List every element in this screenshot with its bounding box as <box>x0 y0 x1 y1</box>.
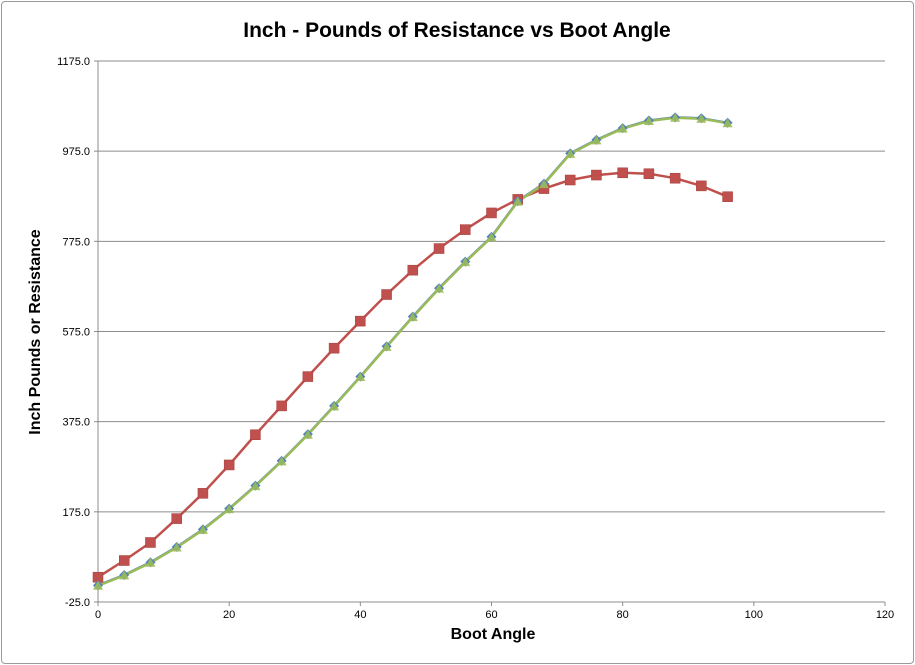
series-3-point <box>591 135 602 145</box>
series-3-line <box>97 116 728 587</box>
x-tick-label: 20 <box>223 609 235 621</box>
series-2-line <box>97 116 728 587</box>
series-3-point <box>250 481 261 491</box>
series-1-point <box>433 243 445 254</box>
series-3-point <box>145 557 156 567</box>
series-3-point <box>407 312 418 322</box>
series-1-point <box>328 342 340 354</box>
series-3-point <box>119 570 130 580</box>
series-1-point <box>171 513 182 524</box>
series-3-point <box>276 456 287 466</box>
axes <box>94 60 886 606</box>
series-3-point <box>565 148 576 158</box>
x-tick-label: 60 <box>485 609 497 621</box>
x-tick-label: 80 <box>617 609 629 621</box>
x-tick-label: 100 <box>745 609 763 621</box>
series-3-point <box>381 341 392 351</box>
series-1-point <box>355 315 366 327</box>
y-tick-label: 375.0 <box>62 417 90 429</box>
series-3-point <box>512 196 523 206</box>
series-1-point <box>617 167 628 179</box>
series-1-point <box>722 191 733 202</box>
gridlines <box>98 60 885 513</box>
series-1-point <box>460 224 471 235</box>
series-3-point <box>460 257 471 267</box>
y-tick-label: 175.0 <box>62 507 90 519</box>
series-3-point <box>197 524 208 534</box>
series-1-point <box>591 169 602 181</box>
x-tick-label: 40 <box>354 609 366 621</box>
series-3-point <box>722 118 733 128</box>
y-axis-title: Inch Pounds or Resistance <box>27 229 44 434</box>
series-3-point <box>93 580 103 590</box>
y-axis-tick-labels: -25.0 175.0 375.0 575.0 775.0 975.0 1175.0 <box>57 56 90 609</box>
series-layer <box>92 112 733 591</box>
series-3-point <box>486 232 497 242</box>
series-3-point <box>643 115 654 125</box>
series-3-point <box>696 113 707 123</box>
chart-title: Inch - Pounds of Resistance vs Boot Angl… <box>243 19 670 42</box>
y-tick-label: 775.0 <box>62 236 90 248</box>
x-tick-label: 0 <box>95 609 101 621</box>
series-1-point <box>223 459 235 471</box>
series-1-point <box>643 168 655 179</box>
series-1-point <box>118 555 130 566</box>
series-1-point <box>564 174 576 186</box>
series-3-point <box>538 179 549 189</box>
series-1-point <box>669 172 681 184</box>
series-3-point <box>434 283 445 293</box>
series-1-point <box>197 488 209 499</box>
series-3-point <box>670 112 681 122</box>
series-3-point <box>355 372 366 382</box>
series-1-point <box>486 207 497 219</box>
series-1-point <box>696 180 707 192</box>
series-1-point <box>381 289 392 300</box>
series-1-point <box>145 537 156 548</box>
series-1-point <box>302 371 314 382</box>
series-1-point <box>407 264 419 276</box>
x-axis-title: Boot Angle <box>451 626 536 643</box>
series-3-point <box>171 542 182 552</box>
series-1-line <box>97 171 729 579</box>
series-1-point <box>250 429 261 440</box>
series-3-point <box>224 504 235 514</box>
x-axis-tick-labels: 0 20 40 60 80 100 120 <box>95 609 894 621</box>
series-1-point <box>276 400 287 412</box>
series-3-point <box>617 123 628 133</box>
series-3-point <box>329 401 340 411</box>
x-tick-label: 120 <box>876 609 894 621</box>
series-3-point <box>302 429 313 439</box>
y-tick-label: 1175.0 <box>57 56 90 68</box>
y-tick-label: 975.0 <box>62 146 90 158</box>
y-tick-label: 575.0 <box>62 327 90 339</box>
y-tick-label: -25.0 <box>65 597 90 609</box>
